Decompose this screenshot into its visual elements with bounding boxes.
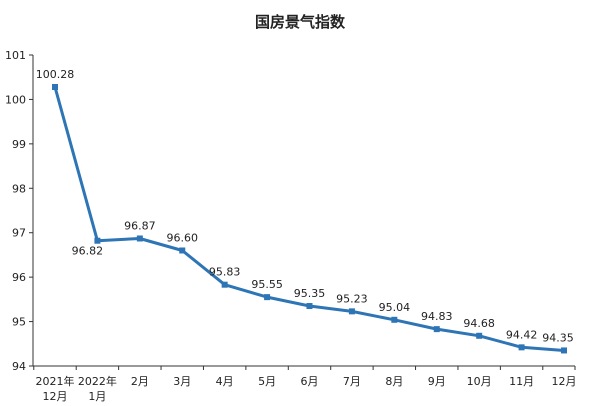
data-label: 100.28 bbox=[36, 68, 75, 81]
y-tick-label: 99 bbox=[12, 138, 26, 151]
y-tick-label: 95 bbox=[12, 316, 26, 329]
x-tick-label: 2021年 12月 bbox=[36, 374, 75, 403]
y-tick-label: 96 bbox=[12, 271, 26, 284]
data-label: 96.87 bbox=[124, 219, 156, 232]
data-label: 96.82 bbox=[72, 245, 104, 258]
data-point bbox=[136, 235, 143, 242]
data-label: 96.60 bbox=[167, 231, 199, 244]
data-point bbox=[348, 308, 355, 315]
data-point bbox=[94, 237, 101, 244]
data-point bbox=[561, 347, 567, 354]
x-tick-label: 10月 bbox=[467, 375, 492, 388]
y-tick-label: 100 bbox=[5, 93, 26, 106]
data-point bbox=[52, 83, 58, 90]
x-tick-label: 4月 bbox=[216, 375, 234, 388]
data-point bbox=[221, 281, 228, 288]
x-tick-label: 12月 bbox=[552, 375, 577, 388]
data-point bbox=[518, 344, 525, 351]
data-label-group: 100.28 96.82 96.87 96.60 95.83 95.55 95.35 95.2… bbox=[36, 68, 574, 344]
data-label: 95.83 bbox=[209, 266, 241, 279]
data-label: 94.68 bbox=[463, 317, 495, 330]
x-tick-label: 2022年 1月 bbox=[78, 374, 117, 403]
data-label: 94.42 bbox=[506, 328, 538, 341]
x-tick-label: 6月 bbox=[301, 375, 319, 388]
x-tick-label: 11月 bbox=[509, 375, 534, 388]
series-group bbox=[52, 83, 567, 354]
data-point bbox=[391, 316, 398, 323]
data-label: 95.35 bbox=[294, 287, 326, 300]
data-point bbox=[179, 247, 186, 254]
data-point bbox=[476, 332, 483, 339]
data-label: 95.55 bbox=[251, 278, 283, 291]
data-label: 94.83 bbox=[421, 310, 453, 323]
data-label: 94.35 bbox=[542, 331, 574, 344]
chart-title: 国房景气指数 bbox=[255, 13, 346, 31]
y-tick-label: 94 bbox=[12, 360, 26, 373]
y-tick-group: 94 95 96 97 98 99 100 101 bbox=[5, 49, 33, 373]
data-point bbox=[306, 303, 313, 310]
data-label: 95.23 bbox=[336, 292, 368, 305]
x-tick-label: 2月 bbox=[131, 375, 149, 388]
y-tick-label: 97 bbox=[12, 227, 26, 240]
data-point bbox=[264, 294, 271, 301]
y-tick-label: 101 bbox=[5, 49, 26, 62]
data-point bbox=[433, 326, 440, 333]
x-tick-label: 3月 bbox=[173, 375, 191, 388]
x-tick-label: 7月 bbox=[343, 375, 361, 388]
x-tick-label: 8月 bbox=[385, 375, 403, 388]
data-label: 95.04 bbox=[379, 301, 411, 314]
x-tick-label: 9月 bbox=[428, 375, 446, 388]
x-tick-label: 5月 bbox=[258, 375, 276, 388]
y-tick-label: 98 bbox=[12, 182, 26, 195]
